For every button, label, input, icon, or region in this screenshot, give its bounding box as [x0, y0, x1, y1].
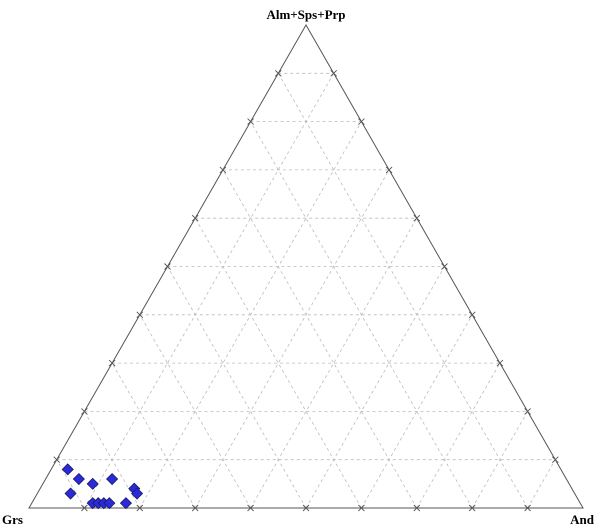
tick-left-edge-1-b [53, 456, 61, 464]
data-point [119, 497, 133, 510]
tick-left-edge-5-b [164, 263, 171, 270]
tick-marks [53, 69, 559, 512]
grid-line-left-8 [84, 411, 141, 509]
grid-line-left-3 [222, 169, 418, 509]
grid-line-left-5 [167, 266, 307, 509]
tick-bottom-1-b [81, 504, 88, 512]
grid-line-left-1 [277, 73, 528, 509]
tick-bottom-9-b [524, 504, 531, 512]
grid-line-right-9 [527, 459, 556, 509]
tick-bottom-5-b [302, 504, 310, 512]
tick-bottom-7-b [413, 504, 421, 512]
data-points [61, 463, 144, 510]
tick-right-edge-4-b [468, 311, 476, 319]
vertex-label-left: Grs [2, 512, 23, 527]
tick-left-edge-3-b [108, 359, 116, 367]
tick-left-edge-4-b [136, 311, 144, 319]
tick-right-edge-5-b [441, 263, 448, 270]
grid-line-right-1 [84, 73, 335, 509]
tick-left-edge-7-b [219, 166, 227, 174]
tick-right-edge-1-b [551, 456, 559, 464]
tick-right-edge-6-b [413, 214, 421, 222]
tick-bottom-3-b [191, 504, 199, 512]
tick-left-edge-9-b [274, 69, 282, 77]
tick-left-edge-6-b [191, 214, 199, 222]
tick-bottom-6-b [358, 504, 365, 512]
tick-bottom-2-b [136, 504, 144, 512]
grid-line-left-6 [139, 314, 251, 509]
vertex-label-right: And [570, 512, 595, 527]
grid-line-right-5 [305, 266, 445, 509]
data-point [106, 472, 119, 486]
grid-line-right-7 [416, 362, 501, 509]
grid-line-right-3 [194, 169, 390, 509]
tick-left-edge-2-b [81, 408, 88, 415]
tick-right-edge-9-b [330, 69, 338, 77]
tick-bottom-4-b [247, 504, 254, 512]
data-point [64, 487, 77, 500]
tick-left-edge-8-b [247, 118, 254, 125]
grid-line-right-6 [361, 314, 473, 509]
tick-right-edge-3-b [496, 359, 504, 367]
data-point [72, 472, 85, 486]
data-point [61, 463, 74, 476]
data-point [130, 487, 144, 500]
grid-lines [56, 72, 556, 509]
vertex-label-top: Alm+Sps+Prp [266, 7, 345, 22]
data-point [103, 497, 116, 510]
tick-right-edge-8-b [358, 118, 365, 125]
grid-line-right-8 [471, 411, 528, 509]
grid-line-left-7 [111, 362, 196, 509]
data-point [86, 477, 99, 490]
tick-bottom-8-b [468, 504, 476, 512]
tick-right-edge-7-b [385, 166, 393, 174]
tick-right-edge-2-b [524, 408, 531, 415]
